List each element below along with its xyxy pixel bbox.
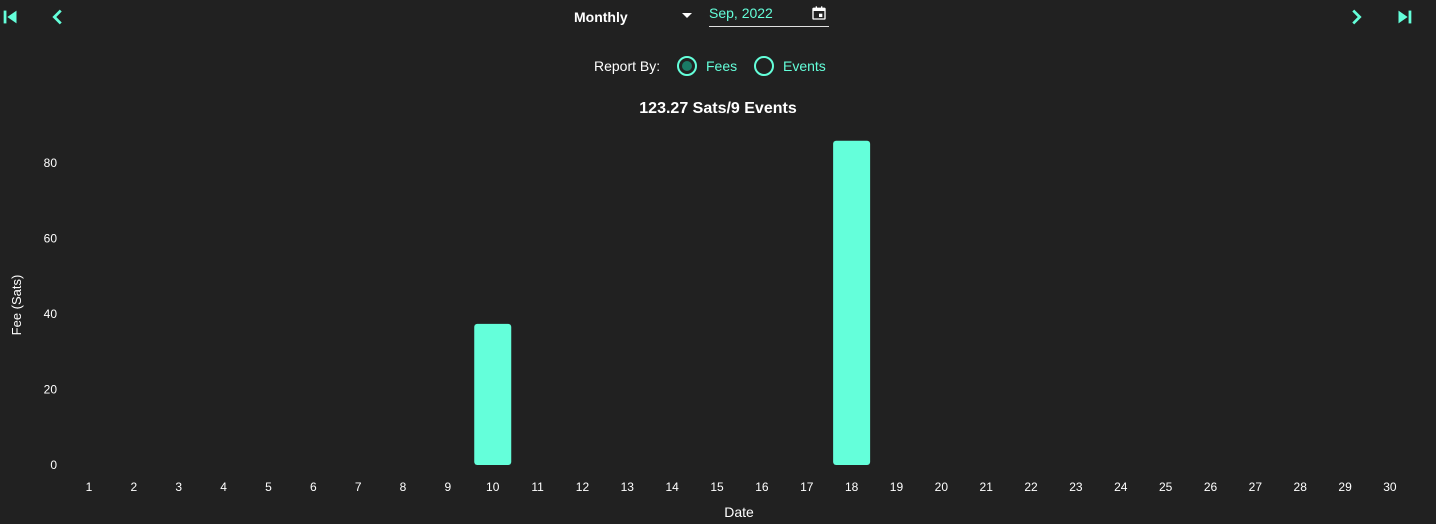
x-tick-label: 12	[576, 480, 590, 494]
month-date-value: Sep, 2022	[709, 5, 773, 21]
x-tick-label: 19	[890, 480, 904, 494]
x-tick-label: 3	[175, 480, 182, 494]
y-tick-label: 80	[44, 156, 58, 170]
x-tick-label: 21	[980, 480, 994, 494]
next-button[interactable]	[1345, 6, 1367, 28]
x-tick-label: 18	[845, 480, 859, 494]
arrow-drop-down-icon	[682, 13, 692, 18]
x-tick-label: 24	[1114, 480, 1128, 494]
x-tick-label: 26	[1204, 480, 1218, 494]
x-tick-label: 17	[800, 480, 814, 494]
x-tick-label: 5	[265, 480, 272, 494]
x-tick-label: 9	[445, 480, 452, 494]
x-tick-label: 29	[1338, 480, 1352, 494]
x-tick-label: 4	[220, 480, 227, 494]
last-page-icon	[1398, 10, 1412, 24]
x-tick-label: 8	[400, 480, 407, 494]
x-tick-label: 14	[666, 480, 680, 494]
report-by-row: Report By: Fees Events	[0, 55, 1436, 77]
last-page-button[interactable]	[1393, 6, 1415, 28]
y-tick-label: 20	[44, 383, 58, 397]
period-select-value: Monthly	[574, 9, 628, 25]
x-tick-label: 7	[355, 480, 362, 494]
report-by-label: Report By:	[594, 58, 661, 74]
x-tick-label: 13	[621, 480, 635, 494]
radio-checked-icon	[677, 56, 697, 76]
x-tick-label: 6	[310, 480, 317, 494]
radio-unchecked-icon	[754, 56, 774, 76]
x-tick-label: 28	[1294, 480, 1308, 494]
chevron-right-icon	[1352, 9, 1362, 25]
month-date-field[interactable]: Sep, 2022	[709, 2, 829, 27]
x-tick-label: 15	[710, 480, 724, 494]
first-page-button[interactable]	[0, 6, 22, 28]
x-tick-label: 11	[531, 480, 544, 494]
radio-events-label: Events	[783, 58, 826, 74]
first-page-icon	[3, 10, 17, 24]
radio-fees[interactable]: Fees	[677, 56, 737, 76]
x-tick-label: 10	[486, 480, 500, 494]
radio-events[interactable]: Events	[754, 56, 826, 76]
x-tick-label: 16	[755, 480, 769, 494]
y-tick-label: 40	[44, 307, 58, 321]
bar[interactable]	[474, 323, 512, 465]
bar[interactable]	[833, 140, 871, 466]
y-axis-label: Fee (Sats)	[9, 275, 24, 336]
x-tick-label: 30	[1383, 480, 1397, 494]
radio-fees-label: Fees	[706, 58, 738, 74]
chevron-left-icon	[52, 9, 62, 25]
x-tick-label: 20	[935, 480, 949, 494]
x-tick-label: 22	[1024, 480, 1038, 494]
x-tick-label: 23	[1069, 480, 1083, 494]
x-tick-label: 1	[86, 480, 93, 494]
summary-title: 123.27 Sats/9 Events	[639, 100, 797, 117]
y-tick-label: 60	[44, 232, 58, 246]
period-select[interactable]: Monthly	[574, 6, 692, 28]
x-tick-label: 25	[1159, 480, 1173, 494]
x-axis-label: Date	[724, 504, 754, 520]
y-tick-label: 0	[50, 458, 57, 472]
calendar-icon[interactable]	[811, 5, 827, 21]
x-tick-label: 2	[131, 480, 138, 494]
x-tick-label: 27	[1249, 480, 1263, 494]
previous-button[interactable]	[47, 6, 69, 28]
